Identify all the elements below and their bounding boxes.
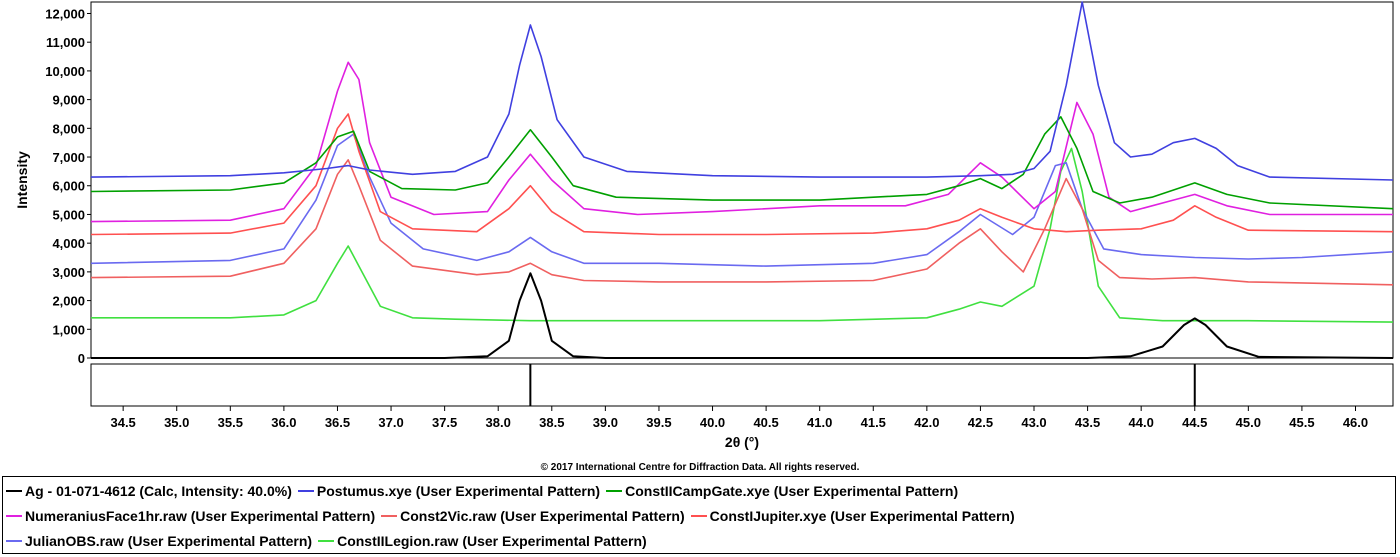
legend-swatch	[318, 540, 335, 542]
x-tick-label: 45.0	[1236, 415, 1261, 430]
legend-label: ConstIILegion.raw (User Experimental Pat…	[337, 533, 647, 549]
legend-item: JulianOBS.raw (User Experimental Pattern…	[6, 533, 312, 549]
legend-row: JulianOBS.raw (User Experimental Pattern…	[6, 529, 653, 553]
x-tick-label: 41.0	[807, 415, 832, 430]
series-line-3	[90, 61, 1393, 223]
legend-swatch	[6, 515, 22, 517]
y-tick-label: 9,000	[52, 93, 85, 108]
x-tick-label: 40.5	[753, 415, 778, 430]
x-tick-label: 44.0	[1129, 415, 1154, 430]
x-tick-label: 36.0	[271, 415, 296, 430]
legend-label: NumeraniusFace1hr.raw (User Experimental…	[25, 508, 376, 524]
legend-label: Const2Vic.raw (User Experimental Pattern…	[400, 508, 685, 524]
y-axis-label: Intensity	[14, 151, 30, 209]
plot-frame	[90, 1, 1394, 359]
x-tick-label: 45.5	[1289, 415, 1314, 430]
legend-swatch	[690, 515, 707, 517]
legend-item: NumeraniusFace1hr.raw (User Experimental…	[6, 508, 375, 524]
legend-item: ConstIILegion.raw (User Experimental Pat…	[318, 533, 647, 549]
x-tick-label: 41.5	[861, 415, 886, 430]
series-line-4	[90, 159, 1394, 286]
y-tick-label: 10,000	[45, 64, 85, 79]
y-tick-label: 3,000	[52, 265, 85, 280]
copyright-notice: © 2017 International Centre for Diffract…	[541, 462, 860, 473]
y-tick-label: 2,000	[52, 294, 85, 309]
series-line-0	[91, 272, 1394, 359]
x-tick-label: 42.5	[968, 415, 993, 430]
series-line-1	[90, 1, 1394, 181]
series-line-2	[90, 116, 1394, 210]
y-axis: 0 1,000 2,000 3,000 4,000 5,000 6,000 7,000 8,00…	[45, 6, 91, 366]
x-axis-label: 2θ (°)	[725, 434, 759, 450]
xrd-chart: 0 1,000 2,000 3,000 4,000 5,000 6,000 7,000 8,00…	[14, 1, 1394, 473]
legend-swatch	[381, 515, 398, 517]
x-tick-label: 44.5	[1182, 415, 1207, 430]
legend-item: ConstIJupiter.xye (User Experimental Pat…	[690, 508, 1015, 524]
legend-item: Const2Vic.raw (User Experimental Pattern…	[381, 508, 685, 524]
y-tick-label: 6,000	[52, 179, 85, 194]
legend: Ag - 01-071-4612 (Calc, Intensity: 40.0%…	[2, 476, 1396, 554]
legend-label: JulianOBS.raw (User Experimental Pattern…	[25, 533, 313, 549]
legend-swatch	[297, 490, 314, 492]
legend-label: ConstIJupiter.xye (User Experimental Pat…	[709, 508, 1015, 524]
y-tick-label: 7,000	[52, 150, 85, 165]
y-tick-label: 5,000	[52, 207, 85, 222]
y-tick-label: 12,000	[45, 6, 85, 21]
y-tick-label: 1,000	[52, 322, 85, 337]
x-tick-label: 39.5	[646, 415, 671, 430]
x-axis: 34.5 35.0 35.5 36.0 36.5 37.0 37.5 38.0 38.5 39.0…	[110, 406, 1368, 430]
series-line-7	[91, 147, 1394, 323]
legend-label: ConstIICampGate.xye (User Experimental P…	[625, 483, 959, 499]
x-tick-label: 43.5	[1075, 415, 1100, 430]
y-tick-label: 8,000	[52, 121, 85, 136]
y-tick-label: 4,000	[52, 236, 85, 251]
y-tick-label: 0	[78, 351, 85, 366]
legend-label: Ag - 01-071-4612 (Calc, Intensity: 40.0%…	[25, 483, 292, 499]
legend-row: NumeraniusFace1hr.raw (User Experimental…	[6, 504, 1021, 528]
x-tick-label: 35.0	[164, 415, 189, 430]
x-tick-label: 35.5	[218, 415, 243, 430]
legend-item: Postumus.xye (User Experimental Pattern)	[297, 483, 601, 499]
x-tick-label: 34.5	[110, 415, 135, 430]
legend-label: Postumus.xye (User Experimental Pattern)	[316, 483, 601, 499]
legend-item: Ag - 01-071-4612 (Calc, Intensity: 40.0%…	[6, 483, 292, 499]
legend-row: Ag - 01-071-4612 (Calc, Intensity: 40.0%…	[6, 479, 964, 503]
legend-swatch	[6, 540, 22, 542]
legend-swatch	[606, 490, 623, 492]
x-tick-label: 40.0	[700, 415, 725, 430]
x-tick-label: 36.5	[325, 415, 350, 430]
x-tick-label: 43.0	[1021, 415, 1046, 430]
series-layer	[90, 1, 1394, 359]
y-tick-label: 11,000	[46, 35, 85, 50]
reference-frame	[90, 363, 1394, 407]
x-tick-label: 37.0	[378, 415, 403, 430]
x-tick-label: 39.0	[593, 415, 618, 430]
series-line-5	[90, 113, 1394, 236]
legend-item: ConstIICampGate.xye (User Experimental P…	[606, 483, 958, 499]
reference-lines	[529, 364, 1196, 406]
x-tick-label: 38.0	[486, 415, 511, 430]
x-tick-label: 46.0	[1343, 415, 1368, 430]
legend-swatch	[6, 490, 22, 492]
x-tick-label: 37.5	[432, 415, 457, 430]
x-tick-label: 38.5	[539, 415, 564, 430]
x-tick-label: 42.0	[914, 415, 939, 430]
